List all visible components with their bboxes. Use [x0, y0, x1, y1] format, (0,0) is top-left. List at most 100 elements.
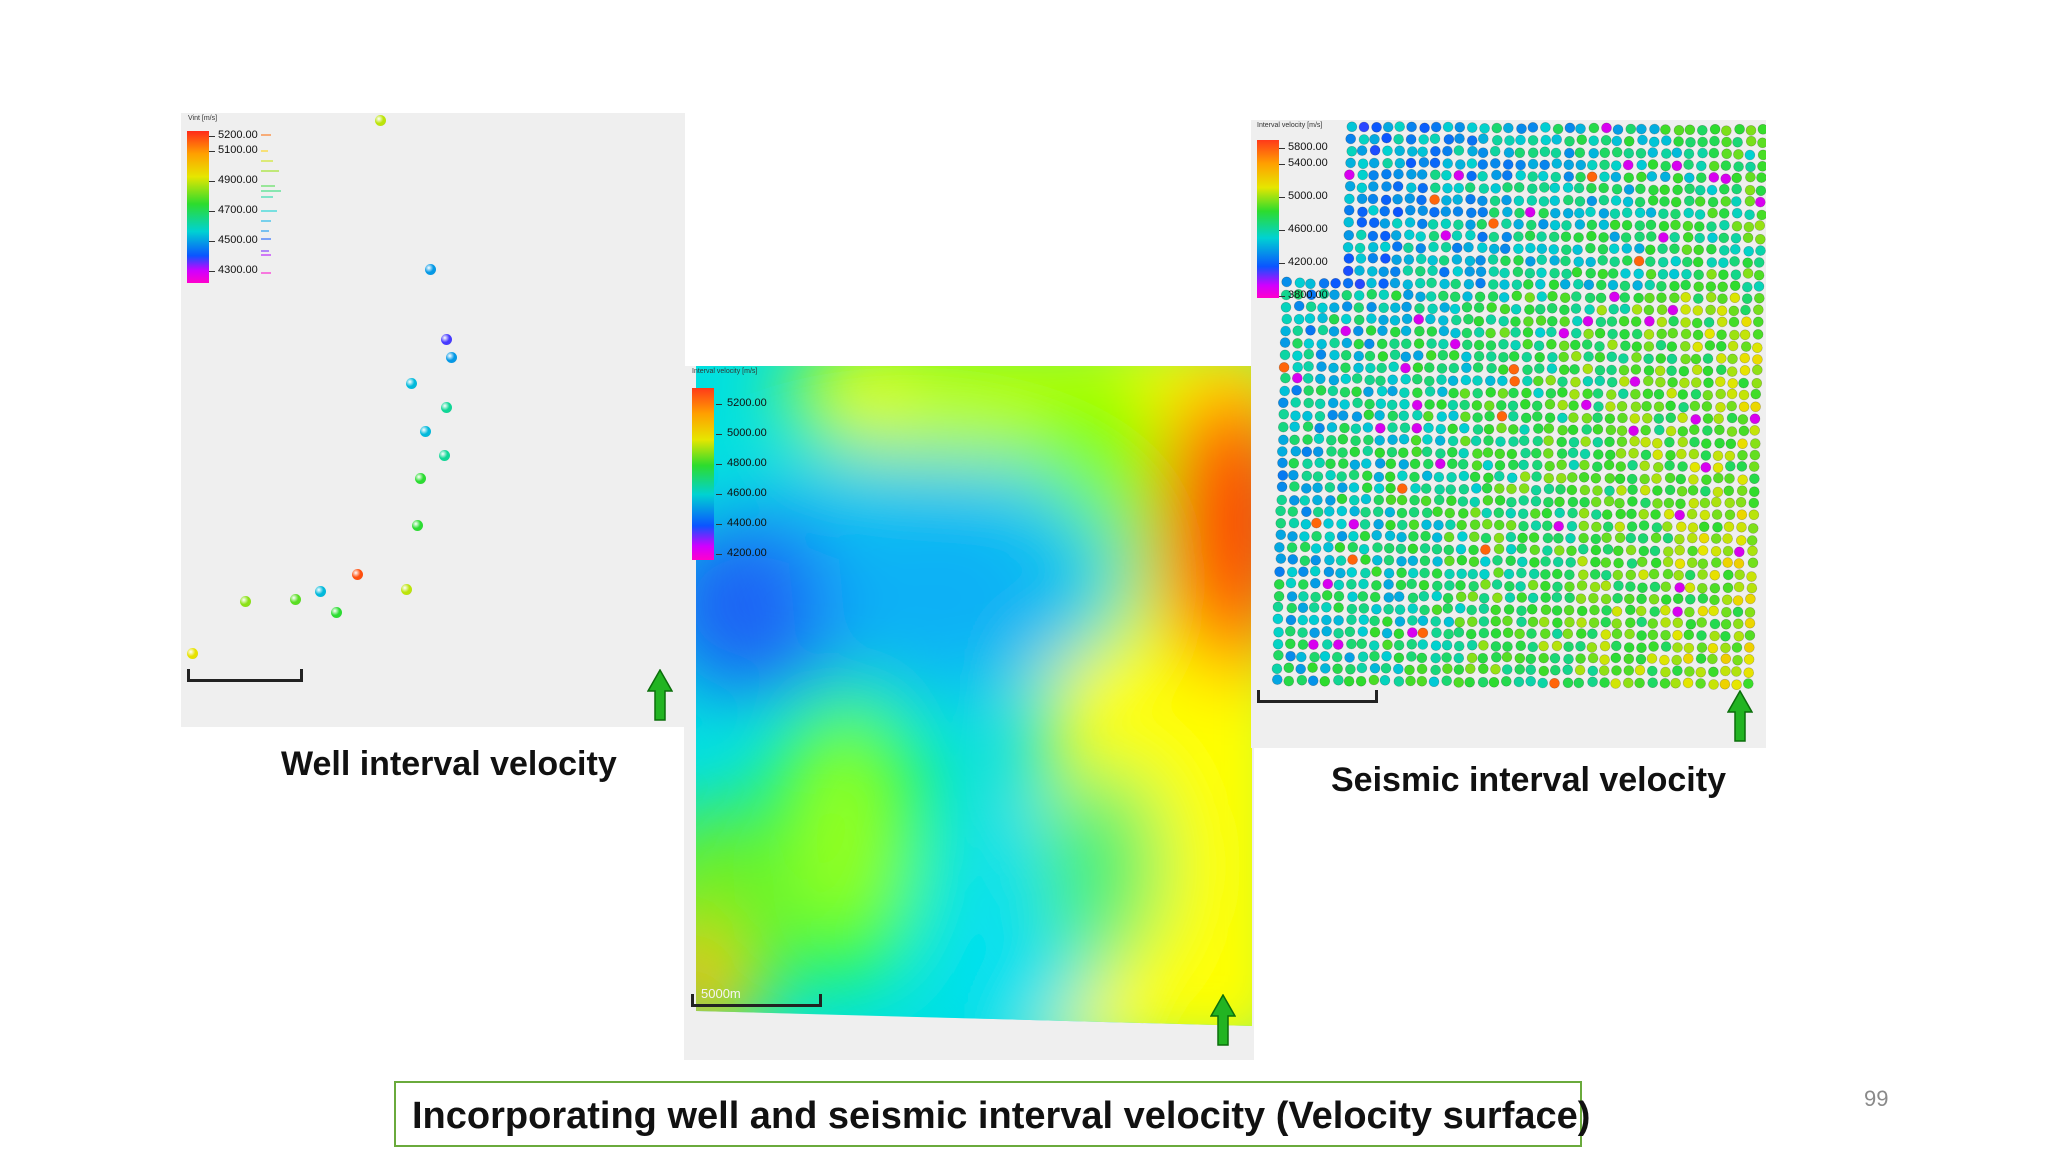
seismic-point — [1360, 567, 1371, 579]
seismic-point — [1403, 289, 1414, 300]
seismic-point — [1710, 545, 1722, 557]
seismic-point — [1701, 401, 1713, 412]
seismic-point — [1271, 674, 1283, 685]
seismic-point — [1524, 230, 1536, 241]
seismic-point — [1400, 373, 1411, 385]
seismic-point — [1407, 615, 1418, 626]
seismic-point — [1396, 555, 1407, 567]
seismic-point — [1680, 353, 1691, 365]
seismic-point — [1598, 665, 1610, 676]
seismic-point — [1633, 268, 1645, 280]
seismic-point — [1394, 616, 1406, 627]
seismic-point — [1642, 388, 1654, 400]
seismic-point — [1619, 303, 1631, 315]
seismic-point — [1389, 349, 1401, 361]
seismic-point — [1628, 425, 1639, 437]
seismic-point — [1368, 674, 1380, 686]
seismic-point — [1700, 462, 1712, 473]
seismic-point — [1465, 628, 1477, 640]
seismic-point — [1538, 652, 1550, 664]
seismic-point — [1501, 664, 1513, 675]
seismic-point — [1389, 315, 1401, 326]
seismic-point — [1748, 509, 1760, 521]
seismic-point — [1650, 557, 1662, 569]
seismic-point — [1594, 375, 1606, 387]
seismic-point — [1672, 606, 1683, 618]
seismic-point — [1529, 557, 1540, 568]
seismic-point — [1485, 375, 1496, 387]
seismic-point — [1406, 638, 1418, 650]
seismic-point — [1542, 545, 1553, 556]
seismic-point — [1505, 543, 1517, 555]
velocity-surface-field — [696, 366, 1252, 1026]
seismic-point — [1560, 255, 1571, 267]
seismic-point — [1464, 676, 1475, 688]
seismic-point — [1379, 674, 1391, 686]
seismic-point — [1356, 229, 1367, 241]
seismic-point — [1637, 533, 1649, 544]
seismic-point — [1572, 278, 1584, 290]
seismic-point — [1717, 281, 1729, 293]
seismic-point — [1478, 603, 1490, 615]
seismic-point — [1629, 413, 1641, 424]
seismic-point — [1333, 579, 1345, 591]
seismic-point — [1368, 217, 1380, 228]
seismic-point — [1551, 628, 1563, 640]
seismic-point — [1566, 520, 1578, 532]
seismic-point — [1653, 401, 1665, 413]
seismic-point — [1525, 242, 1536, 254]
seismic-point — [1681, 256, 1693, 268]
seismic-point — [1720, 196, 1732, 207]
seismic-point — [1548, 231, 1560, 243]
seismic-point — [1610, 195, 1622, 206]
seismic-point — [1757, 124, 1766, 135]
seismic-point — [1376, 362, 1387, 374]
seismic-point — [1441, 675, 1452, 687]
seismic-point — [1737, 474, 1749, 486]
seismic-point — [1743, 642, 1755, 653]
seismic-point — [1275, 553, 1287, 564]
seismic-point — [1351, 373, 1363, 384]
seismic-point — [1417, 639, 1429, 650]
seismic-point — [1453, 640, 1465, 652]
seismic-point — [1729, 292, 1741, 304]
seismic-point — [1504, 592, 1516, 603]
seismic-point — [1613, 580, 1624, 592]
seismic-point — [1490, 615, 1502, 627]
seismic-point — [1552, 556, 1564, 568]
seismic-point — [1614, 497, 1625, 509]
seismic-point — [1573, 232, 1584, 243]
seismic-point — [1739, 329, 1751, 341]
seismic-point — [1742, 257, 1754, 269]
seismic-point — [1496, 400, 1507, 411]
seismic-point — [1356, 145, 1368, 156]
seismic-point — [1302, 421, 1314, 432]
seismic-point — [1466, 604, 1477, 616]
seismic-point — [1488, 218, 1499, 229]
seismic-point — [1461, 327, 1473, 339]
seismic-point — [1508, 436, 1519, 447]
seismic-point — [1305, 301, 1317, 312]
seismic-point — [1682, 653, 1694, 664]
seismic-point — [1692, 305, 1704, 316]
seismic-point — [1657, 269, 1669, 280]
seismic-point — [1381, 132, 1392, 144]
well-velocity-caption: Well interval velocity — [281, 745, 617, 783]
seismic-point — [1729, 280, 1741, 291]
seismic-point — [1392, 241, 1403, 252]
seismic-point — [1492, 134, 1503, 146]
seismic-point — [1383, 579, 1394, 590]
seismic-point — [1708, 605, 1719, 617]
seismic-point — [1651, 437, 1663, 449]
seismic-point — [1485, 387, 1496, 398]
seismic-point — [1367, 193, 1379, 205]
seismic-point — [1368, 170, 1379, 181]
seismic-point — [1700, 438, 1712, 449]
seismic-point — [1469, 531, 1480, 543]
seismic-point — [1438, 325, 1450, 337]
seismic-point — [1672, 629, 1683, 641]
seismic-point — [1390, 302, 1401, 313]
seismic-point — [1753, 292, 1765, 304]
seismic-point — [1325, 495, 1336, 506]
seismic-point — [1576, 605, 1588, 617]
